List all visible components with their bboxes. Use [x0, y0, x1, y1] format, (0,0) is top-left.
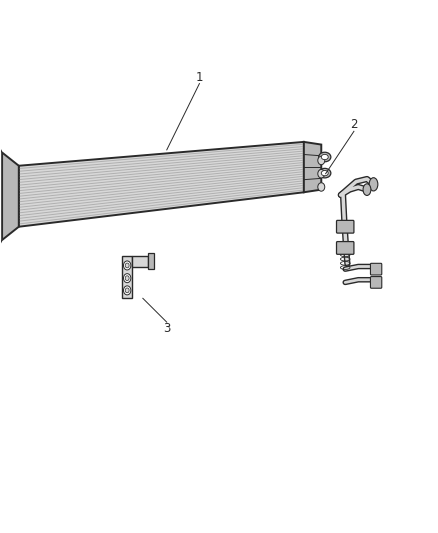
- FancyBboxPatch shape: [336, 241, 354, 254]
- FancyBboxPatch shape: [336, 220, 354, 233]
- Text: 1: 1: [196, 70, 203, 84]
- Ellipse shape: [369, 177, 378, 191]
- Circle shape: [125, 276, 129, 280]
- Ellipse shape: [321, 155, 328, 160]
- Circle shape: [318, 169, 325, 178]
- Polygon shape: [148, 253, 154, 269]
- Circle shape: [124, 286, 131, 295]
- Circle shape: [318, 156, 325, 165]
- Circle shape: [318, 183, 325, 191]
- Polygon shape: [122, 256, 132, 298]
- Text: 2: 2: [350, 118, 358, 131]
- Circle shape: [124, 273, 131, 282]
- Circle shape: [125, 288, 129, 293]
- Polygon shape: [19, 142, 304, 227]
- Circle shape: [124, 261, 131, 270]
- Ellipse shape: [363, 184, 371, 196]
- Ellipse shape: [321, 171, 328, 176]
- FancyBboxPatch shape: [371, 263, 382, 275]
- Text: 3: 3: [163, 322, 170, 335]
- Polygon shape: [132, 256, 148, 266]
- Polygon shape: [2, 152, 19, 240]
- Circle shape: [125, 263, 129, 268]
- Ellipse shape: [319, 168, 331, 178]
- FancyBboxPatch shape: [371, 277, 382, 288]
- Polygon shape: [0, 144, 2, 248]
- Polygon shape: [304, 142, 321, 192]
- Ellipse shape: [319, 152, 331, 162]
